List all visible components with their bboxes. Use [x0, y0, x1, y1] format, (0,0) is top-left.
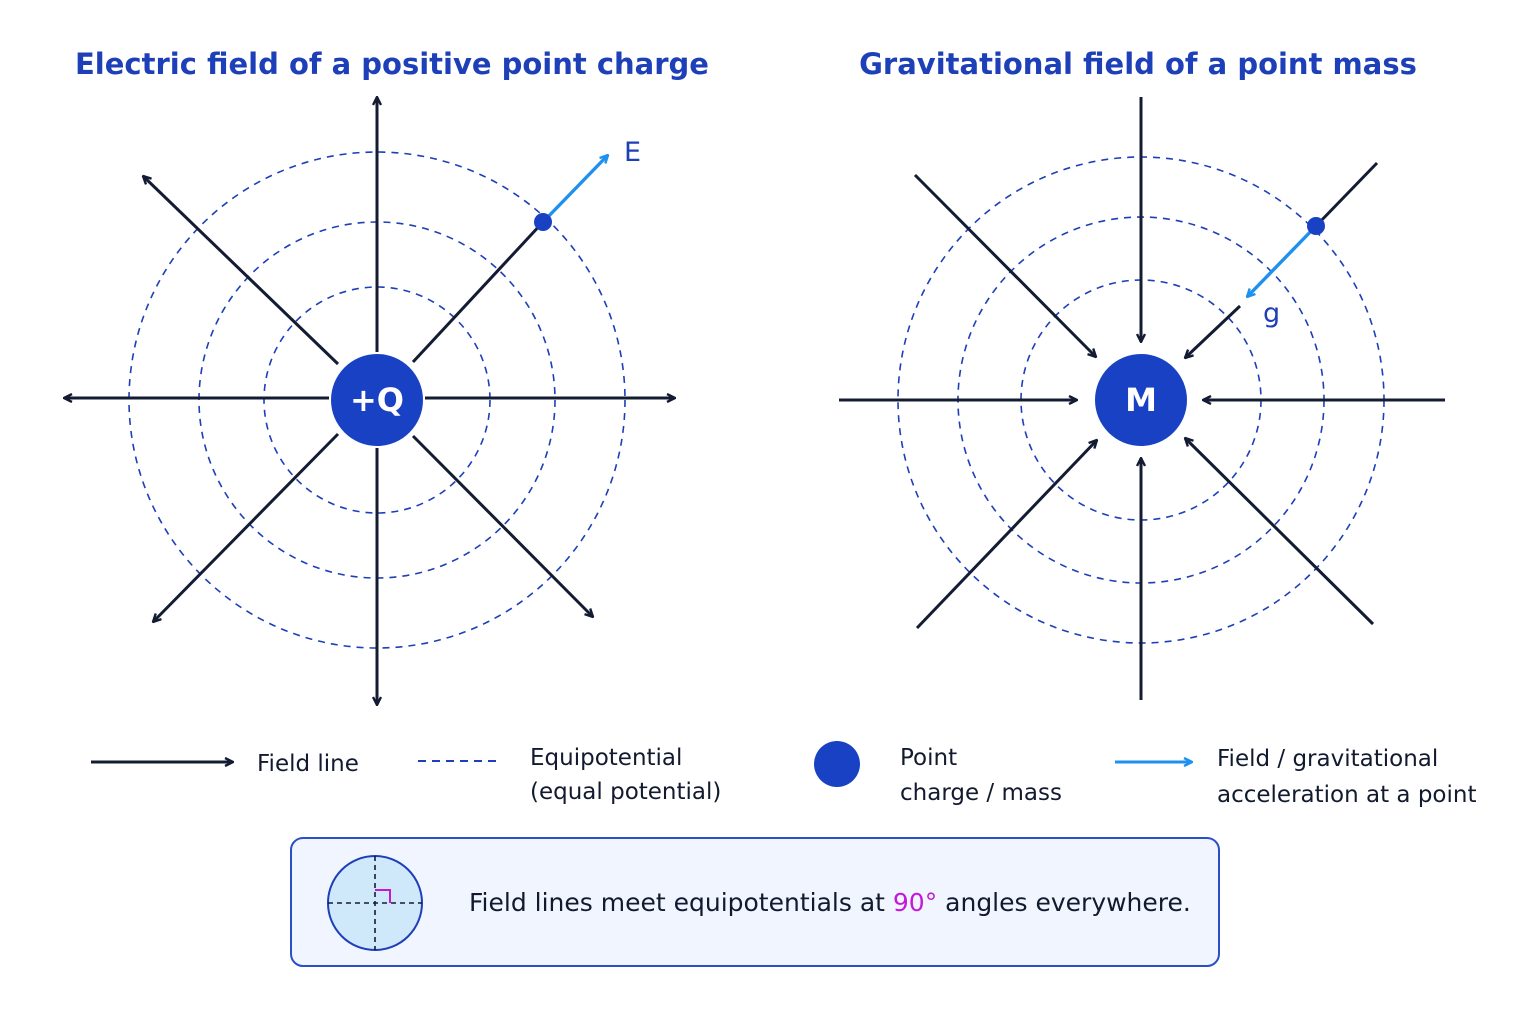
field-line-from-down-left — [915, 440, 1097, 630]
test-point — [1307, 217, 1325, 235]
legend-vector-label-1: Field / gravitational — [1217, 746, 1438, 772]
field-line-from-up-left — [913, 173, 1096, 357]
electric-field-lines — [64, 97, 675, 705]
gravity-vector-label: g — [1263, 298, 1280, 329]
note-text-after: angles everywhere. — [937, 888, 1191, 917]
electric-field-vector: E — [534, 137, 641, 231]
legend-point-label-1: Point — [900, 745, 957, 771]
mass-circle — [1095, 354, 1187, 446]
legend-vector-label-2: acceleration at a point — [1217, 782, 1476, 808]
field-vector-label: E — [624, 137, 641, 168]
point-charge: +Q — [331, 354, 423, 446]
legend-point: Point charge / mass — [814, 741, 1062, 806]
equipotential-ring — [128, 151, 626, 649]
legend-vector: Field / gravitational acceleration at a … — [1115, 746, 1476, 808]
equipotential-ring — [263, 286, 491, 514]
field-line-down-left — [153, 432, 340, 622]
gravity-field-lines — [839, 97, 1445, 700]
legend: Field line Equipotential (equal potentia… — [91, 741, 1476, 808]
note-text-before: Field lines meet equipotentials at — [469, 888, 893, 917]
charge-label: +Q — [350, 381, 404, 419]
right-angle-icon — [327, 855, 423, 951]
field-vector-arrow — [541, 155, 608, 224]
note-text: Field lines meet equipotentials at 90° a… — [469, 888, 1191, 917]
legend-equipotential-label-1: Equipotential — [530, 745, 682, 771]
point-mass: M — [1095, 354, 1187, 446]
test-point — [534, 213, 552, 231]
legend-point-swatch — [814, 741, 860, 787]
gravity-panel-title: Gravitational field of a point mass — [859, 47, 1417, 81]
field-line-up-left — [143, 176, 340, 366]
gravity-field-vector: g — [1247, 217, 1325, 329]
field-line-up-right — [411, 220, 545, 364]
legend-equipotential: Equipotential (equal potential) — [418, 745, 721, 805]
gravity-panel: Gravitational field of a point mass g M — [839, 47, 1445, 700]
legend-point-label-2: charge / mass — [900, 780, 1062, 806]
field-line-from-down-right — [1185, 438, 1375, 626]
field-line-from-up-right — [1185, 304, 1242, 358]
mass-label: M — [1125, 381, 1157, 419]
field-line-from-up-right-outer — [1314, 161, 1379, 228]
note-box: Field lines meet equipotentials at 90° a… — [290, 837, 1220, 967]
note-angle: 90° — [893, 888, 937, 917]
field-line-down-right — [411, 434, 593, 617]
gravity-vector-arrow — [1247, 224, 1318, 297]
electric-panel: Electric field of a positive point charg… — [64, 47, 709, 705]
note-box-frame — [290, 837, 1220, 967]
legend-equipotential-label-2: (equal potential) — [530, 779, 721, 805]
electric-panel-title: Electric field of a positive point charg… — [75, 47, 709, 81]
legend-field-line: Field line — [91, 751, 359, 777]
legend-field-line-label: Field line — [257, 751, 359, 777]
charge-circle — [331, 354, 423, 446]
